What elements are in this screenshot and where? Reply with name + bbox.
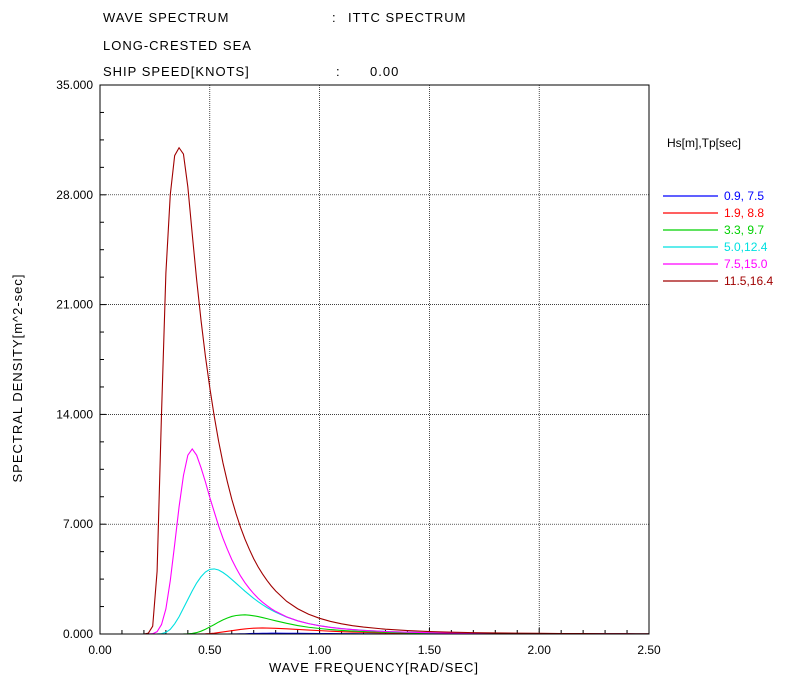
y-tick-label: 14.000 — [56, 407, 93, 421]
series-line-6 — [100, 146, 650, 635]
legend-label-6: 11.5,16.4 — [724, 274, 773, 288]
legend: 0.9, 7.5 1.9, 8.8 3.3, 9.7 5.0,12.4 7.5,15.0… — [663, 189, 773, 288]
speed-separator: : — [336, 64, 341, 79]
legend-label-1: 0.9, 7.5 — [724, 189, 764, 203]
y-tick-label: 28.000 — [56, 188, 93, 202]
axis-ticks — [99, 84, 650, 635]
y-tick-label: 21.000 — [56, 298, 93, 312]
speed-value: 0.00 — [370, 64, 400, 79]
legend-label-2: 1.9, 8.8 — [724, 206, 764, 220]
x-axis-label: WAVE FREQUENCY[RAD/SEC] — [269, 660, 479, 675]
plot-frame — [99, 84, 650, 635]
x-tick-label: 0.00 — [88, 643, 112, 657]
spectrum-value: ITTC SPECTRUM — [348, 10, 467, 25]
x-tick-label: 1.00 — [308, 643, 332, 657]
x-tick-label: 0.50 — [198, 643, 222, 657]
legend-label-4: 5.0,12.4 — [724, 240, 768, 254]
x-tick-label: 1.50 — [418, 643, 442, 657]
grid-lines — [100, 85, 649, 634]
series-lines — [100, 146, 650, 635]
x-tick-label: 2.00 — [528, 643, 552, 657]
y-tick-label: 7.000 — [63, 517, 93, 531]
y-tick-label: 35.000 — [56, 78, 93, 92]
y-tick-label: 0.000 — [63, 627, 93, 641]
legend-label-3: 3.3, 9.7 — [724, 223, 764, 237]
legend-label-5: 7.5,15.0 — [724, 257, 768, 271]
y-axis-label: SPECTRAL DENSITY[m^2-sec] — [10, 273, 25, 482]
sea-label: LONG-CRESTED SEA — [103, 38, 252, 53]
spectrum-label: WAVE SPECTRUM — [103, 10, 230, 25]
series-line-5 — [100, 447, 650, 635]
speed-label: SHIP SPEED[KNOTS] — [103, 64, 250, 79]
x-tick-label: 2.50 — [637, 643, 661, 657]
spectrum-separator: : — [332, 10, 337, 25]
tick-labels: 0.00 0.50 1.00 1.50 2.00 2.50 0.000 7.000 14.000… — [56, 78, 661, 657]
legend-title: Hs[m],Tp[sec] — [667, 136, 741, 150]
series-line-4 — [100, 568, 650, 635]
